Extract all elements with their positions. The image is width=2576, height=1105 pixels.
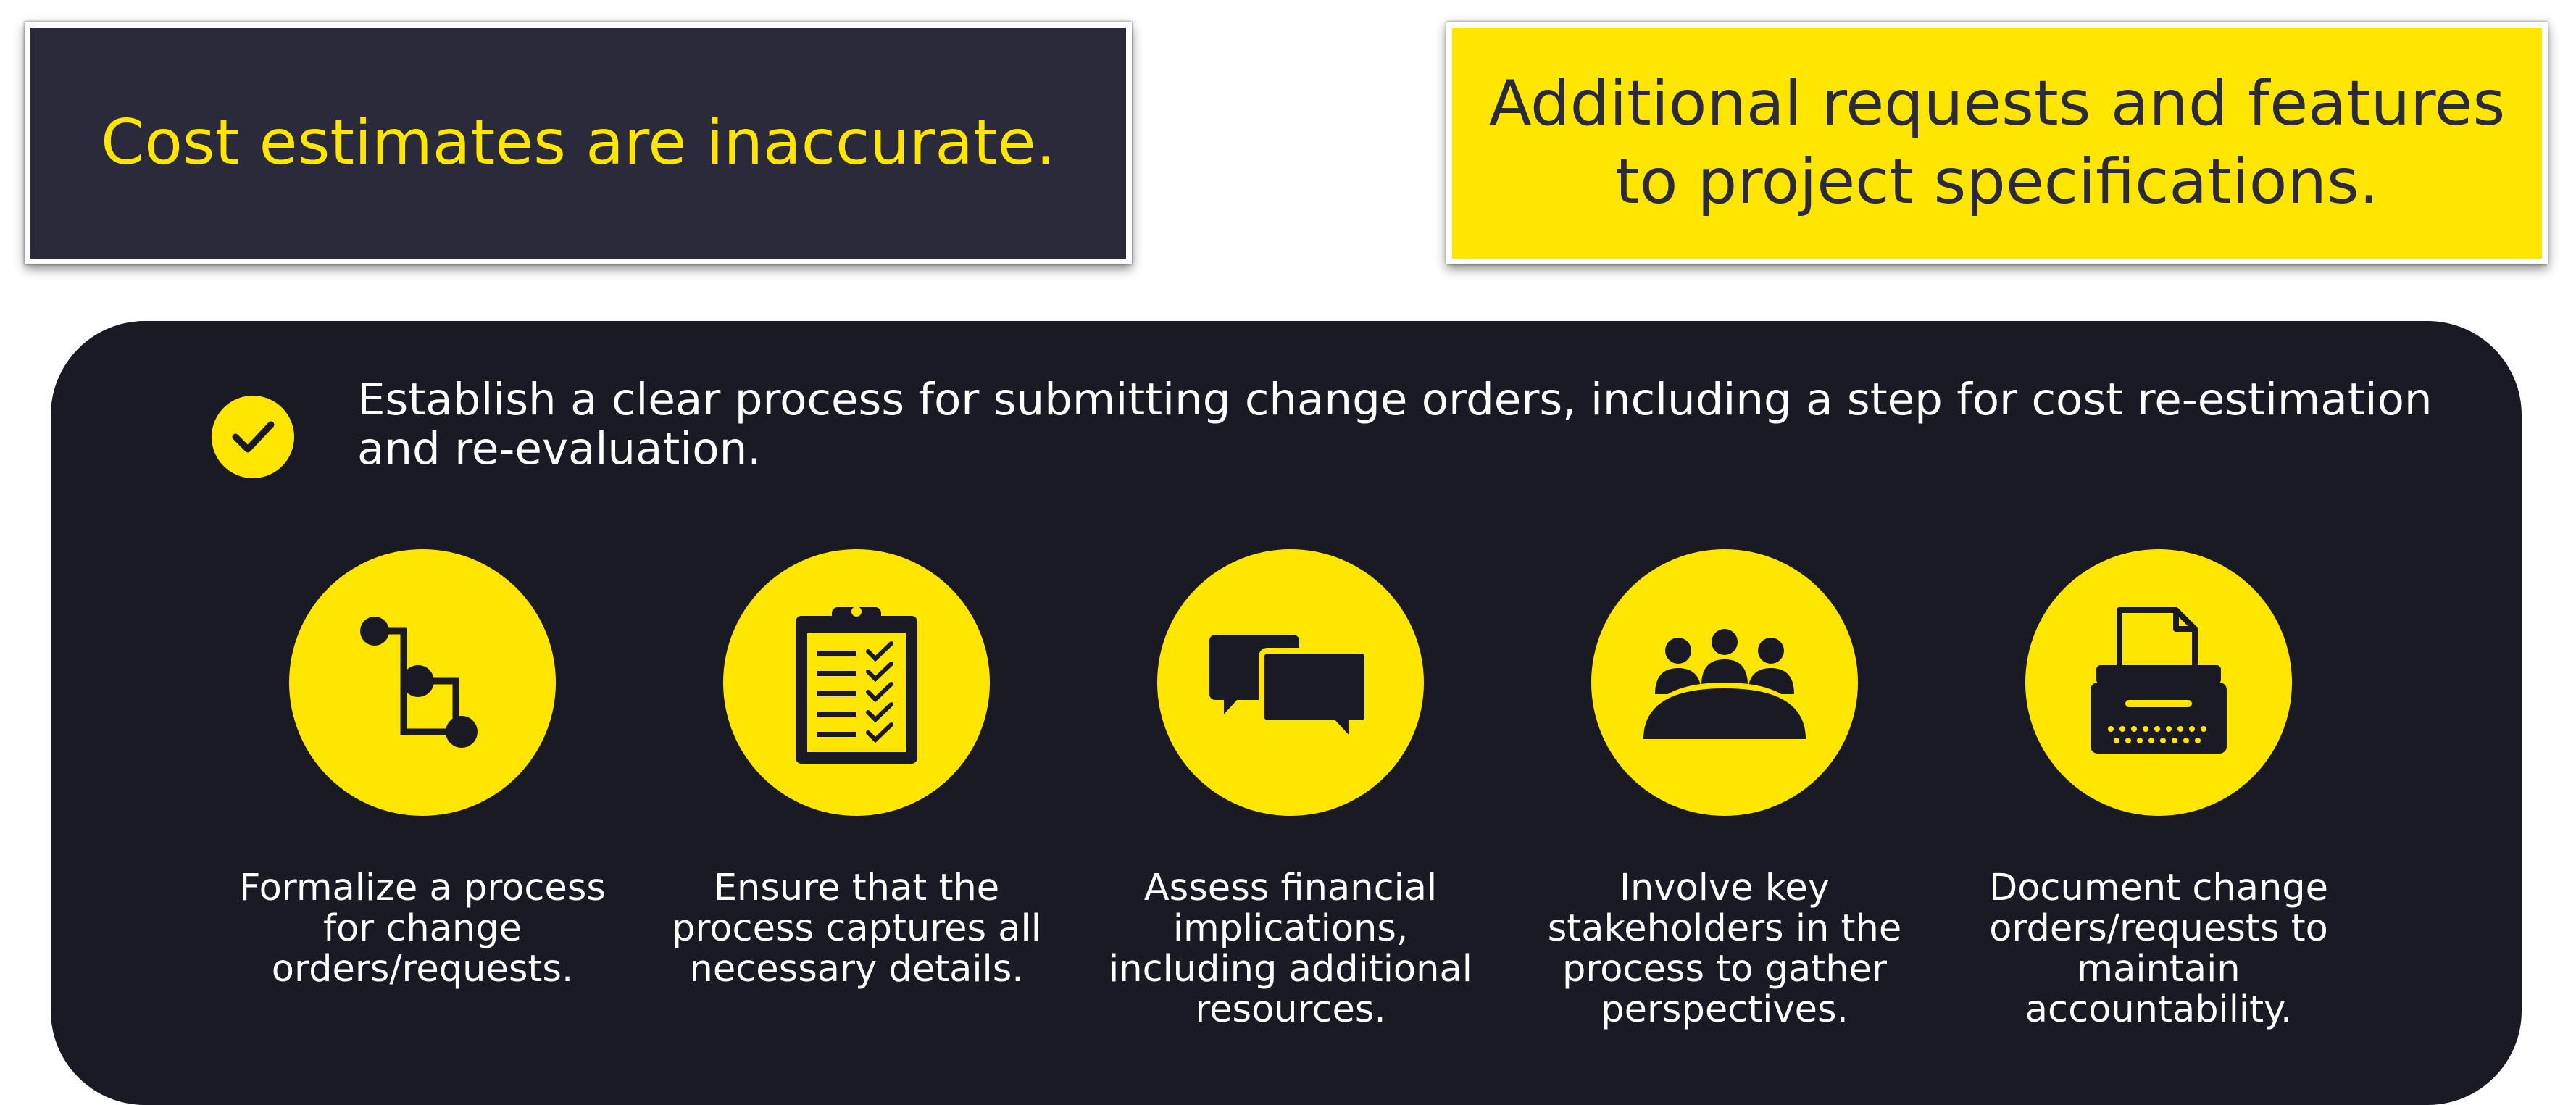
item-text-ensure: Ensure that the process captures all nec… — [672, 867, 1041, 991]
item-text-involve: Involve key stakeholders in the process … — [1547, 867, 1902, 1031]
item-text-formalize: Formalize a process for change orders/re… — [239, 867, 606, 991]
clipboard-checklist-icon — [723, 549, 990, 816]
meeting-people-icon — [1591, 549, 1858, 816]
problem-box-cost-estimates: Cost estimates are inaccurate. — [25, 22, 1132, 264]
problem-text-cost: Cost estimates are inaccurate. — [101, 106, 1056, 179]
problem-box-additional-requests: Additional requests and features to proj… — [1446, 22, 2548, 264]
item-text-document: Document change orders/requests to maint… — [1988, 867, 2329, 1031]
item-text-assess: Assess financial implications, including… — [1109, 867, 1472, 1031]
chat-bubbles-icon — [1157, 549, 1424, 816]
problem-text-requests: Additional requests and features to proj… — [1488, 67, 2506, 218]
main-statement: Establish a clear process for submitting… — [357, 374, 2433, 475]
checkmark-icon — [212, 396, 294, 478]
typewriter-icon — [2025, 549, 2292, 816]
process-flow-icon — [289, 549, 556, 816]
